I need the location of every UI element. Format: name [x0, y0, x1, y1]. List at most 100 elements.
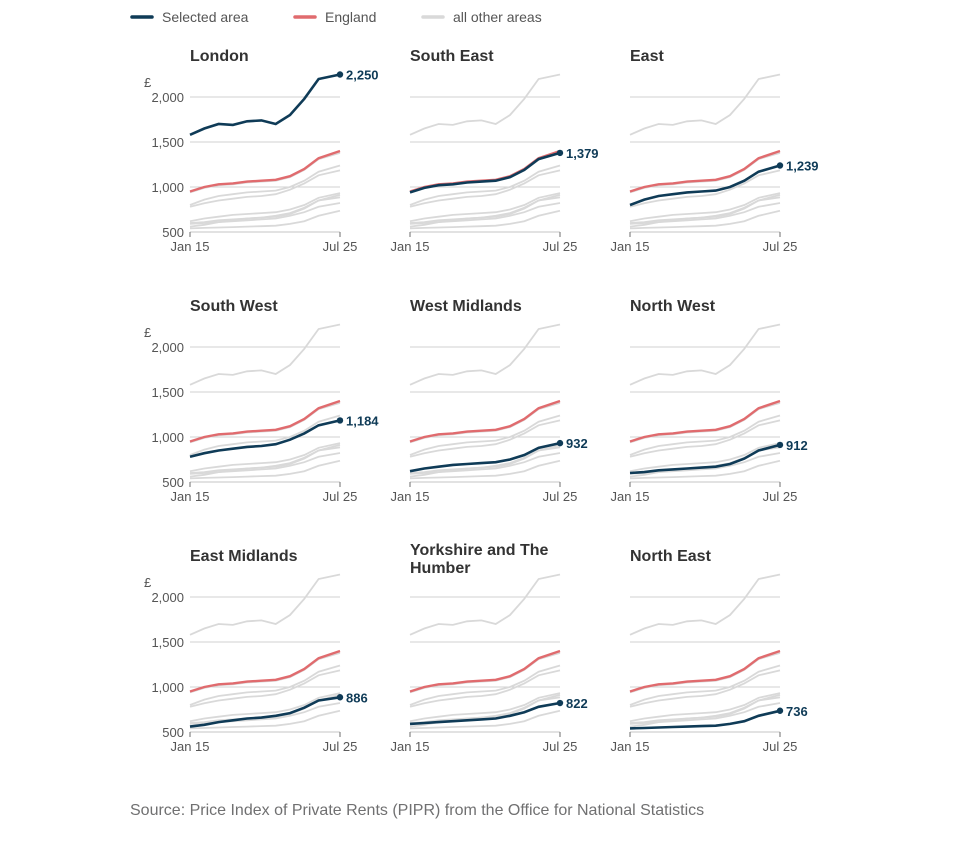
selected-area-line — [189, 73, 341, 136]
y-tick-label: 500 — [162, 475, 184, 490]
other-area-line — [409, 419, 561, 458]
x-tick-label: Jul 25 — [543, 739, 578, 754]
panel-title: South West — [190, 298, 278, 315]
selected-area-line — [189, 419, 341, 459]
panel-east: Jan 15 Jul 25 1,239 East — [610, 48, 818, 254]
panel-title: North West — [630, 298, 716, 315]
other-area-line — [409, 192, 561, 223]
other-area-line — [629, 202, 781, 225]
other-area-line — [629, 459, 781, 480]
end-point — [556, 149, 564, 157]
end-value-label: 912 — [786, 438, 808, 453]
other-area-line — [409, 169, 561, 208]
legend-selected-label: Selected area — [162, 9, 249, 25]
end-value-label: 2,250 — [346, 68, 379, 83]
other-area-line — [629, 702, 781, 725]
panel-south-east: Jan 15 Jul 25 1,379 South East — [390, 48, 598, 254]
panel-title: West Midlands — [410, 298, 522, 315]
end-point — [556, 699, 564, 707]
source-note: Source: Price Index of Private Rents (PI… — [130, 802, 705, 819]
y-tick-label: 1,000 — [151, 680, 184, 695]
end-point — [556, 439, 564, 447]
x-tick-label: Jul 25 — [543, 489, 578, 504]
other-area-line — [189, 664, 341, 706]
y-unit-label: £ — [144, 325, 152, 340]
england-line — [189, 399, 341, 443]
other-area-line — [409, 209, 561, 230]
other-area-line — [189, 709, 341, 730]
x-tick-label: Jan 15 — [390, 739, 429, 754]
panel-south-west: 500 1,000 1,500 2,000£ Jan 15 Jul 25 1,184 Sout… — [144, 298, 379, 504]
y-tick-label: 500 — [162, 725, 184, 740]
england-line — [409, 399, 561, 443]
x-tick-label: Jan 15 — [170, 739, 209, 754]
other-area-line — [409, 664, 561, 706]
other-area-line — [189, 442, 341, 473]
end-value-label: 1,239 — [786, 158, 819, 173]
other-area-line — [189, 573, 341, 636]
other-area-line — [189, 669, 341, 708]
x-tick-label: Jan 15 — [610, 739, 649, 754]
end-value-label: 736 — [786, 704, 808, 719]
end-point — [336, 694, 344, 701]
y-tick-label: 1,000 — [151, 430, 184, 445]
selected-area-line — [409, 701, 561, 726]
x-tick-label: Jul 25 — [763, 489, 798, 504]
other-area-line — [189, 209, 341, 230]
other-area-line — [409, 459, 561, 480]
other-area-line — [629, 192, 781, 223]
other-area-line — [629, 573, 781, 636]
panel-north-west: Jan 15 Jul 25 912 North West — [610, 298, 807, 504]
panel-title: Humber — [410, 560, 470, 577]
x-tick-label: Jan 15 — [390, 239, 429, 254]
selected-area-line — [629, 164, 781, 207]
other-area-line — [629, 452, 781, 475]
other-area-line — [629, 209, 781, 230]
england-line — [629, 149, 781, 193]
other-area-line — [189, 202, 341, 225]
y-tick-label: 2,000 — [151, 590, 184, 605]
selected-area-line — [409, 441, 561, 473]
england-line — [189, 649, 341, 693]
y-tick-label: 1,500 — [151, 385, 184, 400]
other-area-line — [189, 452, 341, 475]
x-tick-label: Jul 25 — [323, 739, 358, 754]
other-area-line — [409, 709, 561, 730]
other-area-line — [189, 459, 341, 480]
other-area-line — [409, 452, 561, 475]
x-tick-label: Jul 25 — [323, 239, 358, 254]
y-unit-label: £ — [144, 575, 152, 590]
end-value-label: 886 — [346, 690, 368, 705]
x-tick-label: Jan 15 — [170, 239, 209, 254]
x-tick-label: Jul 25 — [543, 239, 578, 254]
other-area-line — [409, 669, 561, 708]
x-tick-label: Jan 15 — [610, 239, 649, 254]
other-area-line — [409, 202, 561, 225]
end-value-label: 822 — [566, 696, 588, 711]
england-line — [189, 149, 341, 193]
y-tick-label: 1,500 — [151, 135, 184, 150]
other-area-line — [629, 664, 781, 706]
selected-area-line — [189, 696, 341, 728]
x-tick-label: Jan 15 — [170, 489, 209, 504]
other-area-line — [189, 192, 341, 223]
panel-north-east: Jan 15 Jul 25 736 North East — [610, 548, 807, 754]
end-point — [336, 71, 344, 78]
x-tick-label: Jul 25 — [763, 739, 798, 754]
other-area-line — [409, 573, 561, 636]
other-area-line — [409, 692, 561, 723]
y-tick-label: 1,000 — [151, 180, 184, 195]
other-area-line — [189, 323, 341, 386]
panel-title: East — [630, 48, 664, 65]
end-point — [336, 417, 344, 424]
y-tick-label: 2,000 — [151, 340, 184, 355]
selected-area-line — [629, 443, 781, 475]
other-area-line — [409, 164, 561, 206]
y-unit-label: £ — [144, 75, 152, 90]
x-tick-label: Jul 25 — [323, 489, 358, 504]
other-area-line — [629, 414, 781, 456]
panel-title: Yorkshire and The — [410, 542, 549, 559]
end-value-label: 1,379 — [566, 146, 599, 161]
